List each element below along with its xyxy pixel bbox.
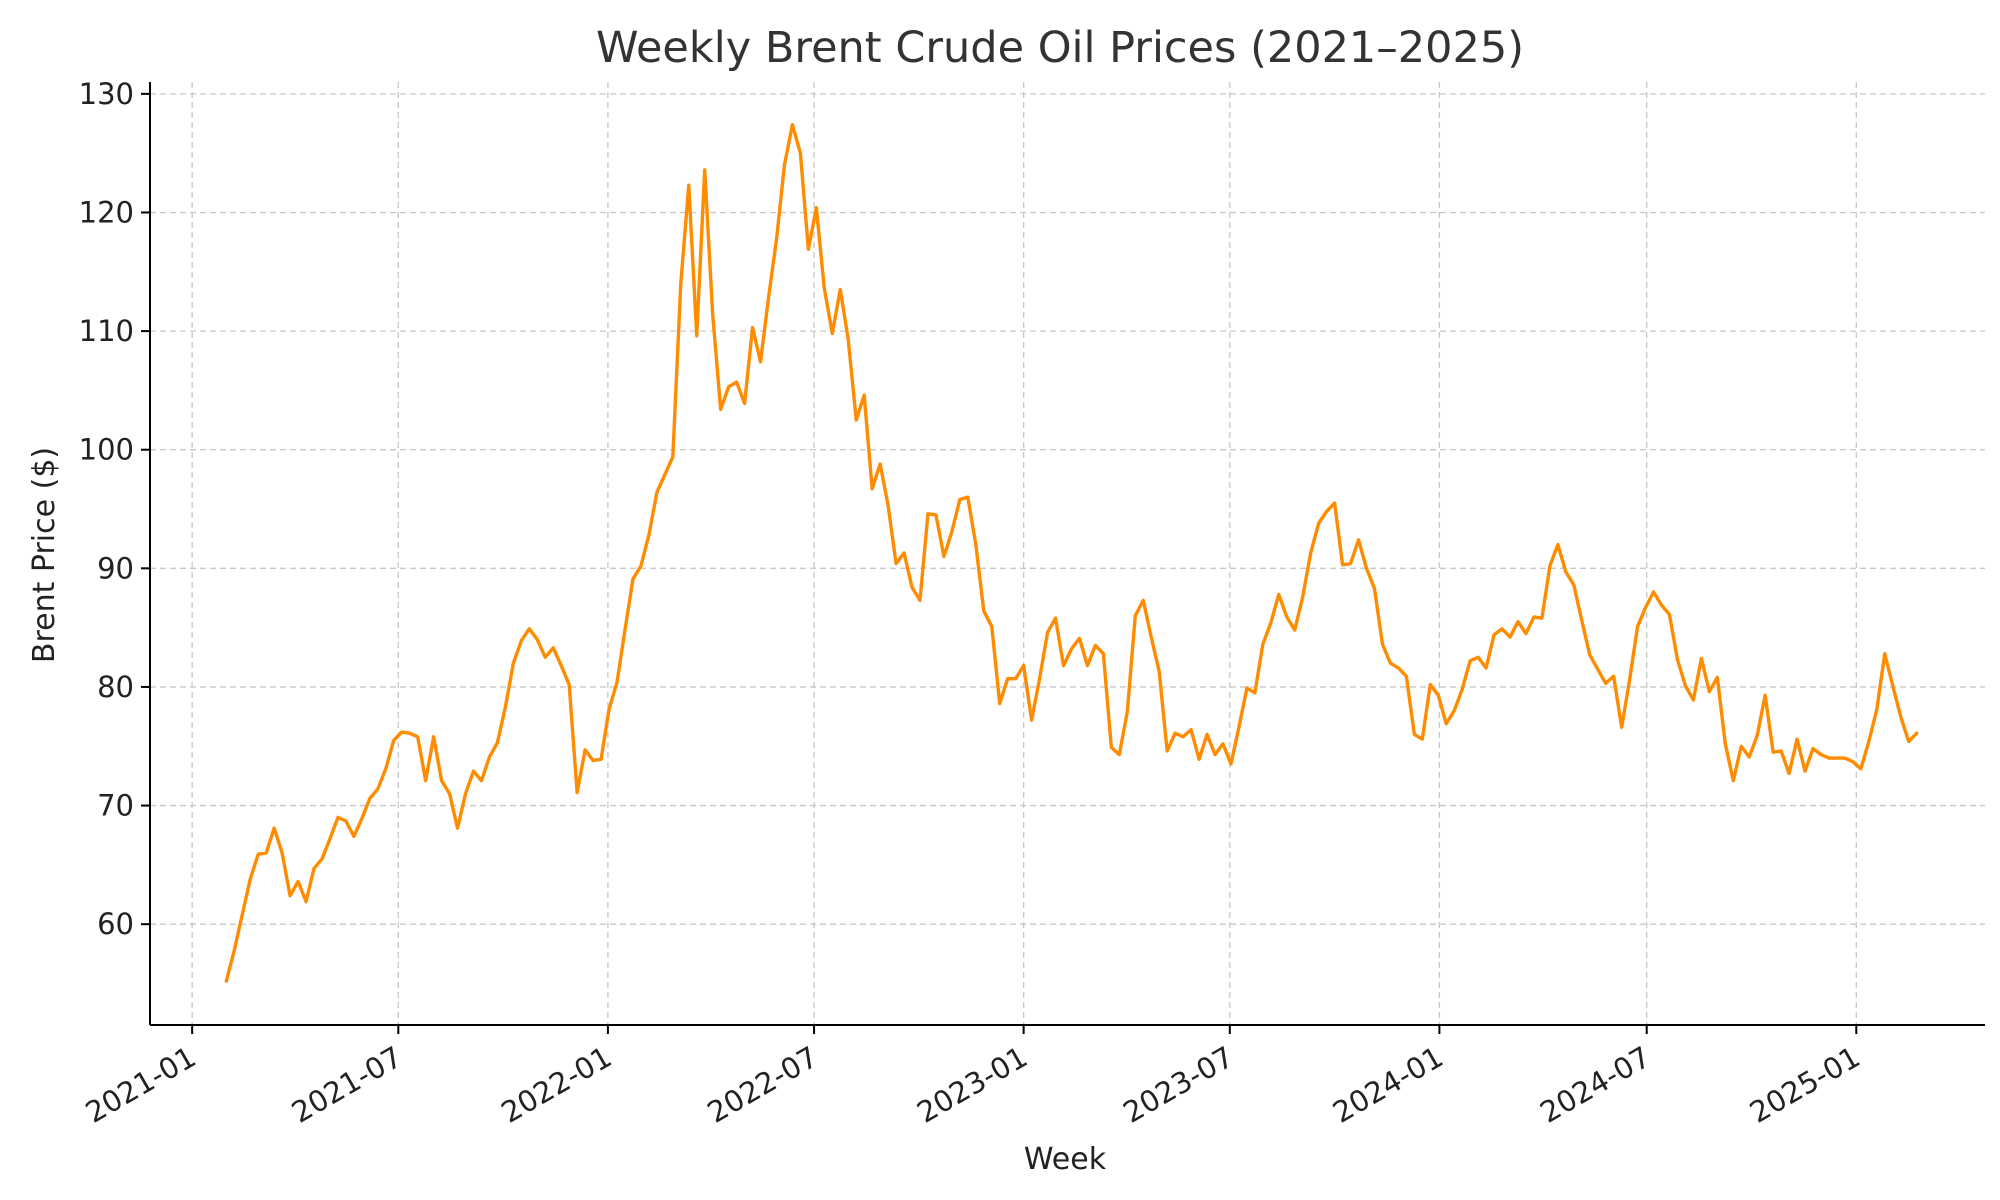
y-tick-label: 70 xyxy=(97,789,134,823)
axes xyxy=(141,82,1985,1034)
chart-title: Weekly Brent Crude Oil Prices (2021–2025… xyxy=(596,23,1524,73)
x-tick-label: 2021-07 xyxy=(286,1040,408,1130)
y-tick-label: 90 xyxy=(97,551,134,585)
y-axis-label: Brent Price ($) xyxy=(27,447,62,663)
x-tick-label: 2024-07 xyxy=(1534,1040,1656,1130)
x-axis-label: Week xyxy=(1024,1142,1107,1177)
x-tick-label: 2023-01 xyxy=(911,1040,1033,1130)
x-tick-label: 2022-01 xyxy=(495,1040,617,1130)
series-layer xyxy=(224,122,1919,983)
price-line xyxy=(224,122,1919,983)
y-tick-label: 80 xyxy=(97,670,134,704)
y-tick-label: 120 xyxy=(79,195,134,229)
y-tick-label: 60 xyxy=(97,907,134,941)
x-tick-label: 2022-07 xyxy=(702,1040,824,1130)
y-tick-label: 100 xyxy=(79,433,134,467)
tick-labels: 60 70 80 90 100 110 120 130 2021-01 2021-07 2022-0… xyxy=(79,77,1866,1130)
grid xyxy=(150,82,1985,1025)
x-tick-label: 2023-07 xyxy=(1117,1040,1239,1130)
y-tick-label: 130 xyxy=(79,77,134,111)
x-tick-label: 2021-01 xyxy=(80,1040,202,1130)
x-tick-label: 2024-01 xyxy=(1327,1040,1449,1130)
x-tick-label: 2025-01 xyxy=(1744,1040,1866,1130)
y-tick-label: 110 xyxy=(79,314,134,348)
